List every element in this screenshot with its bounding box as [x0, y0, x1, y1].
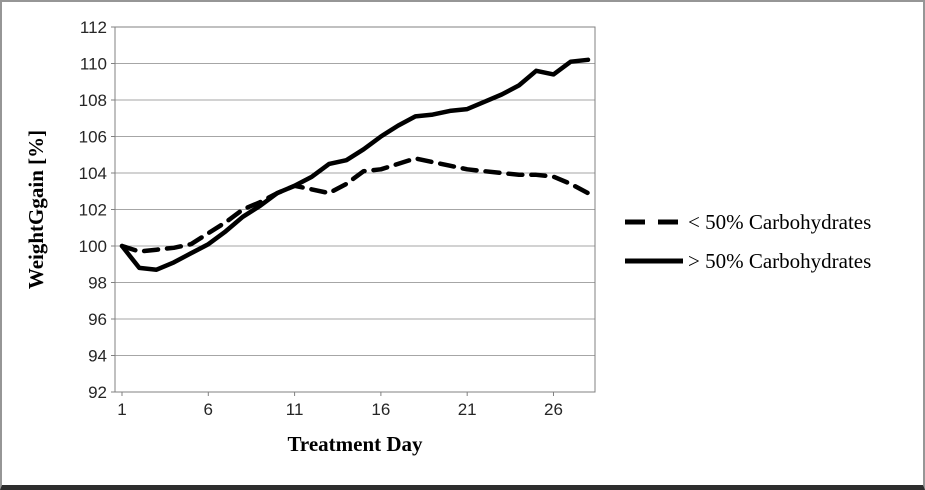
plot-area-border — [114, 26, 596, 393]
y-tick-label: 106 — [79, 127, 107, 146]
y-tick-label: 108 — [79, 91, 107, 110]
y-tick-label: 92 — [88, 383, 107, 402]
legend: < 50% Carbohydrates > 50% Carbohydrates — [624, 208, 871, 275]
legend-dashed-sample-icon — [625, 219, 683, 225]
series-line-dashed — [119, 156, 591, 254]
y-axis-title: WeightGgain [%] — [22, 27, 52, 392]
y-tick-label: 98 — [88, 273, 107, 292]
y-tick-label: 94 — [88, 346, 107, 365]
legend-solid-sample-icon — [625, 258, 683, 264]
series-line-solid — [119, 57, 591, 272]
x-tick-label: 1 — [117, 400, 126, 419]
x-tick-label: 21 — [458, 400, 477, 419]
x-tick-label: 6 — [204, 400, 213, 419]
y-tick-label: 102 — [79, 200, 107, 219]
y-tick-label: 110 — [80, 54, 107, 73]
legend-label-dashed: < 50% Carbohydrates — [688, 209, 872, 234]
legend-label-solid: > 50% Carbohydrates — [688, 248, 872, 273]
x-axis-title: Treatment Day — [287, 432, 423, 456]
y-tick-label: 112 — [80, 18, 107, 37]
x-tick-label: 26 — [544, 400, 563, 419]
legend-item-dashed: < 50% Carbohydrates — [624, 208, 871, 236]
y-tick-label: 100 — [79, 237, 107, 256]
x-tick-label: 16 — [371, 400, 390, 419]
y-tick-label: 96 — [88, 310, 107, 329]
legend-item-solid: > 50% Carbohydrates — [624, 247, 871, 275]
x-tick-label: 11 — [286, 400, 304, 419]
y-axis-title-text: WeightGgain [%] — [24, 129, 49, 290]
y-tick-label: 104 — [79, 164, 107, 183]
